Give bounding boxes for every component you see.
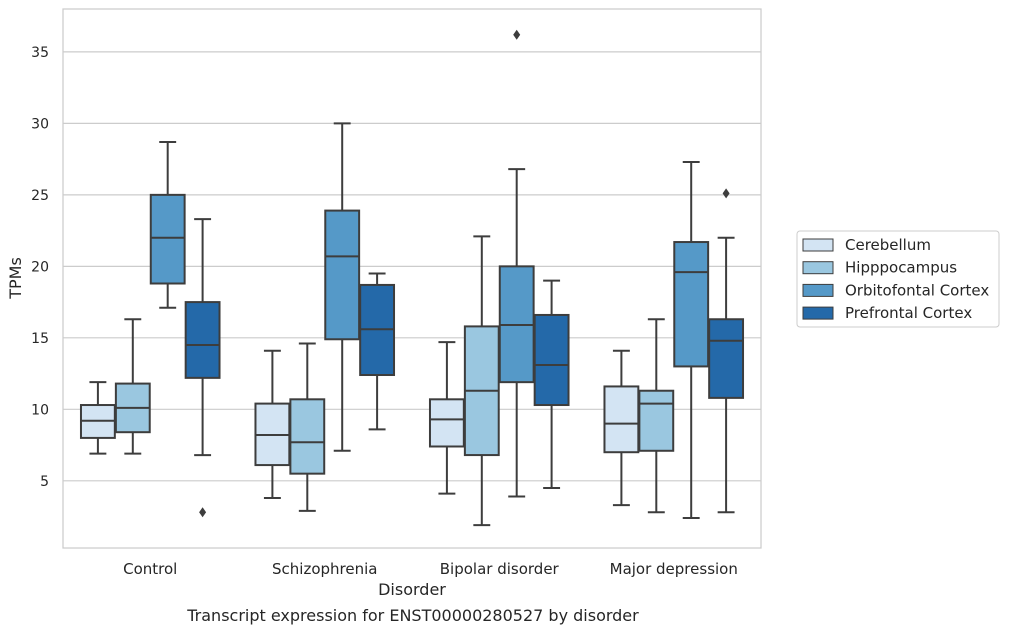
- legend-label: Prefrontal Cortex: [845, 304, 972, 322]
- y-axis-label: TPMs: [6, 257, 25, 300]
- legend-swatch: [802, 283, 834, 297]
- box-layer: [79, 29, 745, 527]
- box-body: [638, 389, 675, 452]
- y-tick-label: 25: [31, 188, 49, 204]
- box: [603, 349, 640, 507]
- legend-label: Orbitofontal Cortex: [845, 281, 989, 299]
- box: [149, 140, 186, 309]
- box: [673, 160, 710, 519]
- y-tick-label: 35: [31, 45, 49, 61]
- box-plot-chart: 5 10 15 20 25 30 35 Control Schizophrenia Bipola…: [6, 8, 1000, 599]
- outlier-point: [513, 29, 521, 40]
- legend-label: Hipppocampus: [845, 259, 957, 277]
- box-body: [603, 385, 640, 454]
- figure-caption: Transcript expression for ENST0000028052…: [187, 606, 639, 625]
- y-tick-label: 15: [31, 331, 49, 347]
- y-tick-label: 20: [31, 259, 49, 275]
- x-tick-label: Major depression: [610, 560, 738, 578]
- legend-swatch: [802, 238, 834, 252]
- box: [428, 341, 465, 495]
- box-body: [428, 398, 465, 448]
- box: [114, 318, 151, 455]
- box: [498, 29, 535, 498]
- box: [533, 279, 570, 489]
- x-tick-label: Control: [123, 560, 177, 578]
- y-tick-label: 10: [31, 402, 49, 418]
- box: [254, 349, 291, 499]
- y-tick-label: 5: [40, 474, 49, 490]
- outlier-point: [722, 188, 730, 199]
- legend-swatch: [802, 306, 834, 320]
- box: [79, 381, 116, 455]
- box: [289, 342, 326, 512]
- plot-frame: [62, 8, 762, 549]
- legend-swatch: [802, 261, 834, 275]
- box: [463, 235, 500, 527]
- box-body: [708, 318, 745, 399]
- box-body: [673, 241, 710, 368]
- y-tick-label: 30: [31, 116, 49, 132]
- box-body: [324, 209, 361, 341]
- y-tick-labels: 5 10 15 20 25 30 35: [31, 45, 49, 490]
- legend-frame: [796, 230, 1000, 328]
- x-tick-label: Schizophrenia: [272, 560, 377, 578]
- box: [324, 122, 361, 452]
- box-body: [184, 301, 221, 379]
- box: [638, 318, 675, 514]
- box-body: [533, 313, 570, 407]
- legend-label: Cerebellum: [845, 236, 931, 254]
- legend: Cerebellum Hipppocampus Orbitofontal Corte…: [796, 230, 1000, 328]
- x-tick-labels: Control Schizophrenia Bipolar disorder Majo…: [123, 560, 738, 578]
- box: [359, 272, 396, 431]
- outlier-point: [199, 507, 207, 518]
- box-body: [149, 193, 186, 285]
- box: [708, 188, 745, 514]
- x-tick-label: Bipolar disorder: [440, 560, 560, 578]
- box: [184, 218, 221, 518]
- box-body: [289, 398, 326, 475]
- x-axis-label: Disorder: [378, 580, 446, 599]
